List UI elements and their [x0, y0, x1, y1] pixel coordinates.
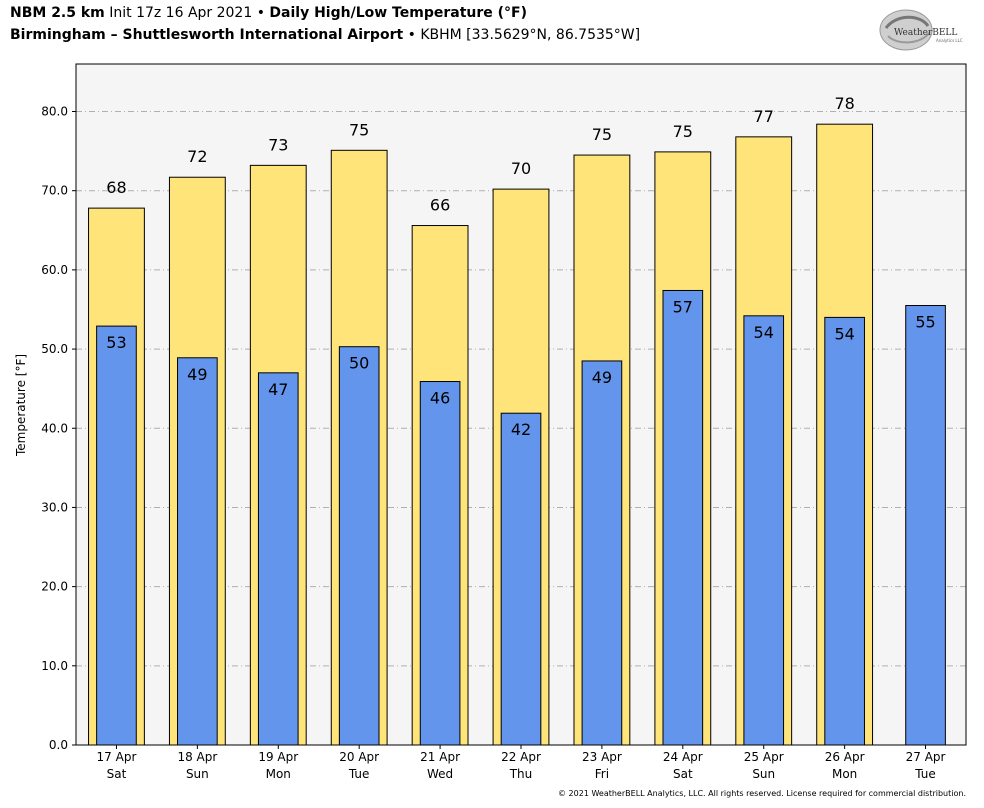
x-tick-date: 18 Apr [177, 750, 217, 764]
separator: • [256, 5, 265, 21]
plot-frame [75, 63, 967, 746]
x-tick-date: 20 Apr [339, 750, 379, 764]
y-tick-label: 30.0 [41, 500, 68, 514]
x-tick-date: 17 Apr [97, 750, 137, 764]
x-tick-day: Tue [914, 767, 936, 781]
y-tick-label: 40.0 [41, 421, 68, 435]
high-value-label: 78 [834, 94, 854, 113]
x-tick-date: 23 Apr [582, 750, 622, 764]
x-axis: 17 Apr Sat 18 Apr Sun 19 Apr Mon 20 Apr Tue 21 A… [75, 63, 967, 781]
low-value-label: 47 [268, 380, 288, 399]
x-tick-day: Mon [266, 767, 291, 781]
y-tick-label: 20.0 [41, 580, 68, 594]
weatherbell-logo: WeatherBELL Analytics LLC [879, 9, 963, 51]
low-bar [743, 315, 785, 746]
low-bar [824, 316, 865, 746]
product-name: Daily High/Low Temperature (°F) [269, 5, 527, 21]
x-tick-date: 24 Apr [663, 750, 703, 764]
x-tick-day: Wed [427, 767, 453, 781]
separator: • [407, 27, 416, 43]
y-axis-label: Temperature [°F] [14, 354, 28, 457]
x-tick-day: Sun [186, 767, 209, 781]
low-bar [177, 357, 218, 746]
x-tick-day: Mon [832, 767, 857, 781]
init-time: Init 17z 16 Apr 2021 [109, 5, 253, 21]
high-value-label: 75 [673, 122, 693, 141]
low-bar [96, 325, 137, 746]
high-value-label: 66 [430, 196, 450, 215]
chart-title-line-1: NBM 2.5 km Init 17z 16 Apr 2021 • Daily … [10, 5, 527, 21]
high-value-label: 77 [754, 107, 774, 126]
low-value-label: 57 [673, 297, 693, 316]
x-tick-date: 21 Apr [420, 750, 460, 764]
low-bar [338, 346, 380, 746]
low-value-label: 54 [754, 323, 774, 342]
x-tick-date: 26 Apr [825, 750, 865, 764]
low-value-label: 50 [349, 354, 369, 373]
copyright-notice: © 2021 WeatherBELL Analytics, LLC. All r… [558, 789, 966, 798]
low-value-label: 46 [430, 389, 450, 408]
y-tick-label: 0.0 [49, 738, 68, 752]
high-value-label: 75 [349, 120, 369, 139]
high-value-label: 73 [268, 135, 288, 154]
low-value-label: 53 [106, 333, 126, 352]
high-value-label: 70 [511, 159, 531, 178]
low-bar [500, 412, 542, 746]
logo-subtext: Analytics LLC [936, 38, 963, 43]
y-tick-label: 10.0 [41, 659, 68, 673]
x-tick-date: 22 Apr [501, 750, 541, 764]
high-value-label: 72 [187, 147, 207, 166]
x-tick-day: Fri [595, 767, 609, 781]
low-value-label: 49 [592, 368, 612, 387]
x-tick-day: Thu [509, 767, 533, 781]
x-tick-day: Tue [348, 767, 370, 781]
value-labels: 68 53 72 49 73 47 75 50 66 46 70 42 75 49 75 57 77 54 78 54… [106, 94, 935, 439]
low-bar [581, 360, 623, 746]
low-value-label: 55 [915, 313, 935, 332]
low-value-label: 49 [187, 365, 207, 384]
low-bar [419, 381, 461, 746]
x-tick-day: Sat [673, 767, 693, 781]
low-value-label: 42 [511, 420, 531, 439]
station-info: KBHM [33.5629°N, 86.7535°W] [420, 27, 641, 43]
y-tick-label: 70.0 [41, 184, 68, 198]
y-axis: 0.0 10.0 20.0 30.0 40.0 50.0 60.0 70.0 80.0 [41, 105, 76, 752]
y-tick-label: 80.0 [41, 105, 68, 119]
low-value-label: 54 [834, 324, 854, 343]
x-tick-date: 19 Apr [258, 750, 298, 764]
high-value-label: 75 [592, 125, 612, 144]
logo-text: WeatherBELL [894, 28, 957, 38]
y-tick-label: 60.0 [41, 263, 68, 277]
high-value-label: 68 [106, 178, 126, 197]
x-tick-day: Sun [752, 767, 775, 781]
x-tick-date: 27 Apr [906, 750, 946, 764]
model-name: NBM 2.5 km [10, 5, 105, 21]
location-name: Birmingham – Shuttlesworth International… [10, 27, 404, 43]
low-bar [257, 372, 299, 746]
y-tick-label: 50.0 [41, 342, 68, 356]
low-bar [662, 289, 704, 746]
x-tick-day: Sat [107, 767, 127, 781]
low-bar [905, 305, 946, 746]
x-tick-date: 25 Apr [744, 750, 784, 764]
chart-title-line-2: Birmingham – Shuttlesworth International… [10, 27, 640, 43]
